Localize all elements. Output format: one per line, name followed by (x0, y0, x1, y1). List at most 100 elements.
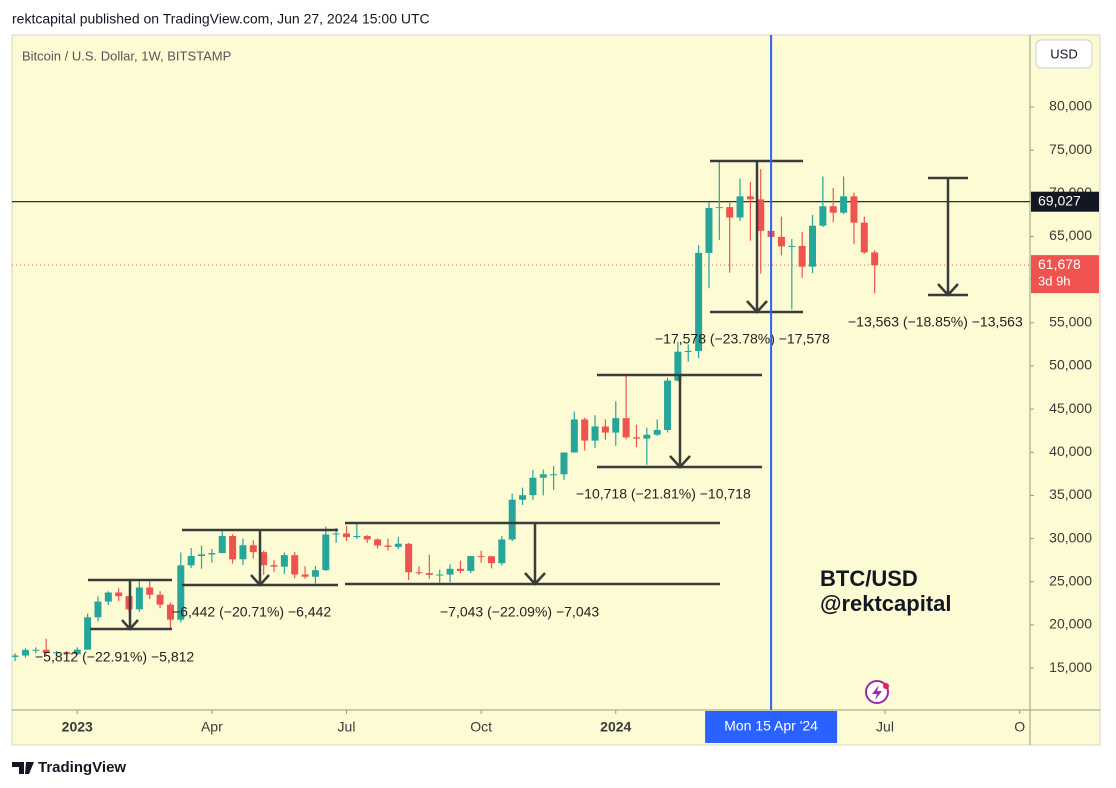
candle-body (104, 592, 112, 602)
candle-body (519, 495, 527, 500)
crosshair-date-label: Mon 15 Apr '24 (724, 718, 818, 734)
candle-body (21, 649, 29, 656)
chart-title: Bitcoin / U.S. Dollar, 1W, BITSTAMP (22, 48, 231, 63)
hline-price-label: 69,027 (1038, 192, 1081, 208)
candle-body (612, 418, 620, 433)
x-tick-label: Oct (470, 719, 492, 735)
watermark: BTC/USD (820, 566, 918, 591)
candle-body (705, 207, 713, 253)
candle-body (726, 207, 734, 218)
plot (12, 160, 1030, 662)
candle-body (270, 565, 278, 567)
candle-body (664, 380, 672, 430)
annotation-label: −17,578 (−23.78%) −17,578 (655, 331, 830, 347)
y-tick-label: 45,000 (1049, 400, 1092, 416)
candle-body (94, 601, 102, 618)
annotation-label: −10,718 (−21.81%) −10,718 (576, 486, 751, 502)
bracket (88, 578, 172, 631)
candle-body (384, 545, 392, 547)
x-tick-label: Jul (338, 719, 356, 735)
candle-body (570, 419, 578, 453)
candle-body (42, 649, 50, 653)
candle-body (674, 351, 682, 381)
logo (12, 762, 34, 774)
candle-body (508, 499, 516, 540)
candle-body (788, 245, 796, 247)
candle-body (32, 649, 40, 651)
candle-body (394, 543, 402, 547)
candle-body (777, 236, 785, 247)
candle-body (653, 429, 661, 435)
candle-body (239, 545, 247, 560)
watermark: @rektcapital (820, 591, 952, 616)
bracket (710, 159, 803, 314)
bracket (182, 528, 338, 587)
candle-body (322, 534, 330, 571)
last-price-label: 61,678 (1038, 256, 1081, 272)
annotation-label: −6,442 (−20.71%) −6,442 (172, 604, 331, 620)
candle-body (53, 652, 61, 654)
candle-body (632, 437, 640, 439)
candle-body (684, 351, 692, 353)
chart-background (11, 34, 1101, 746)
y-tick-label: 50,000 (1049, 357, 1092, 373)
currency[interactable]: USD (1050, 46, 1077, 61)
candle-body (374, 539, 382, 546)
candle-body (591, 426, 599, 441)
bracket (928, 176, 968, 297)
candle-body (798, 245, 806, 267)
currency-button[interactable] (1035, 39, 1093, 69)
x-tick-label: 2024 (600, 719, 631, 735)
y-tick-label: 25,000 (1049, 572, 1092, 588)
candle-body (809, 225, 817, 267)
y-tick-label: 75,000 (1049, 141, 1092, 157)
candle-body (166, 604, 174, 620)
candle-body (353, 535, 361, 538)
candle-body (871, 252, 879, 266)
candle-body (208, 552, 216, 555)
candle-body (146, 587, 154, 595)
alert-icon-bolt (872, 685, 882, 700)
candle-body (581, 419, 589, 441)
annotation-label: −5,812 (−22.91%) −5,812 (35, 649, 194, 665)
candle-body (446, 568, 454, 575)
candle-body (291, 555, 299, 575)
candle-body (363, 535, 371, 540)
candle-body (156, 594, 164, 605)
candle-body (467, 556, 475, 571)
y-tick-label: 65,000 (1049, 227, 1092, 243)
candle-body (487, 556, 495, 564)
candle-body (715, 207, 723, 209)
candle-body (425, 573, 433, 575)
candle-body (643, 434, 651, 439)
hline-price-box (1031, 191, 1099, 212)
candle-body (301, 574, 309, 577)
candle-body (436, 574, 444, 576)
y-tick-label: 55,000 (1049, 313, 1092, 329)
candle-body (280, 555, 288, 567)
candle-body (829, 206, 837, 213)
candle-body (260, 552, 268, 566)
countdown-label: 3d 9h (1038, 274, 1071, 289)
candle-body (539, 474, 547, 478)
candle-body (560, 452, 568, 475)
candle-body (332, 533, 340, 535)
candle-body (550, 474, 558, 476)
candle-body (819, 206, 827, 226)
candle-body (622, 418, 630, 438)
candle-body (695, 252, 703, 352)
candle-body (115, 592, 123, 597)
candle-body (456, 568, 464, 571)
candle-body (529, 477, 537, 496)
y-tick-label: 35,000 (1049, 486, 1092, 502)
x-tick-label: Apr (201, 719, 223, 735)
candle-body (415, 572, 423, 574)
candle-body (311, 570, 319, 577)
candle-body (63, 652, 71, 655)
annotation-label: −7,043 (−22.09%) −7,043 (440, 604, 599, 620)
crosshair-date-box (705, 711, 838, 743)
candle-body (840, 196, 848, 213)
candle-body (249, 545, 257, 553)
y-tick-label: 80,000 (1049, 98, 1092, 114)
x-tick-label: 2023 (62, 719, 93, 735)
